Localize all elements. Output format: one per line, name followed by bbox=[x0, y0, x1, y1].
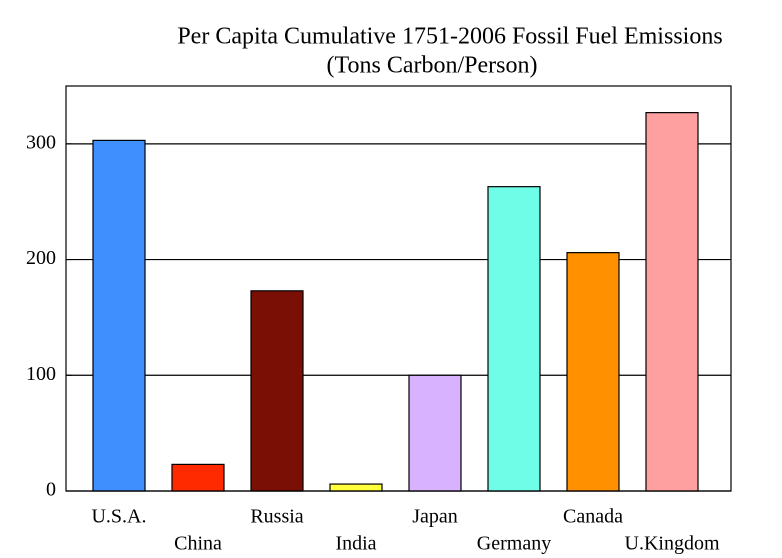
bar bbox=[92, 139, 146, 492]
x-tick-label: Canada bbox=[563, 506, 623, 528]
bar bbox=[408, 374, 462, 492]
x-tick-label: India bbox=[335, 533, 376, 555]
x-tick-label: U.Kingdom bbox=[625, 533, 720, 555]
y-tick-label: 100 bbox=[26, 363, 56, 385]
x-tick-label: Russia bbox=[250, 506, 303, 528]
plot-frame bbox=[65, 85, 732, 492]
chart-title: Per Capita Cumulative 1751-2006 Fossil F… bbox=[177, 24, 722, 50]
bar bbox=[171, 463, 225, 492]
bar bbox=[645, 112, 699, 492]
y-tick-label: 300 bbox=[26, 131, 56, 153]
y-tick-label: 0 bbox=[46, 479, 56, 501]
chart-subtitle: (Tons Carbon/Person) bbox=[327, 53, 538, 79]
bar bbox=[329, 483, 383, 492]
y-tick-label: 200 bbox=[26, 247, 56, 269]
bar bbox=[250, 290, 304, 492]
bar bbox=[566, 252, 620, 492]
x-tick-label: U.S.A. bbox=[91, 506, 146, 528]
x-tick-label: Japan bbox=[412, 506, 458, 528]
x-tick-label: China bbox=[174, 533, 222, 555]
bar bbox=[487, 186, 541, 492]
x-tick-label: Germany bbox=[477, 533, 551, 555]
